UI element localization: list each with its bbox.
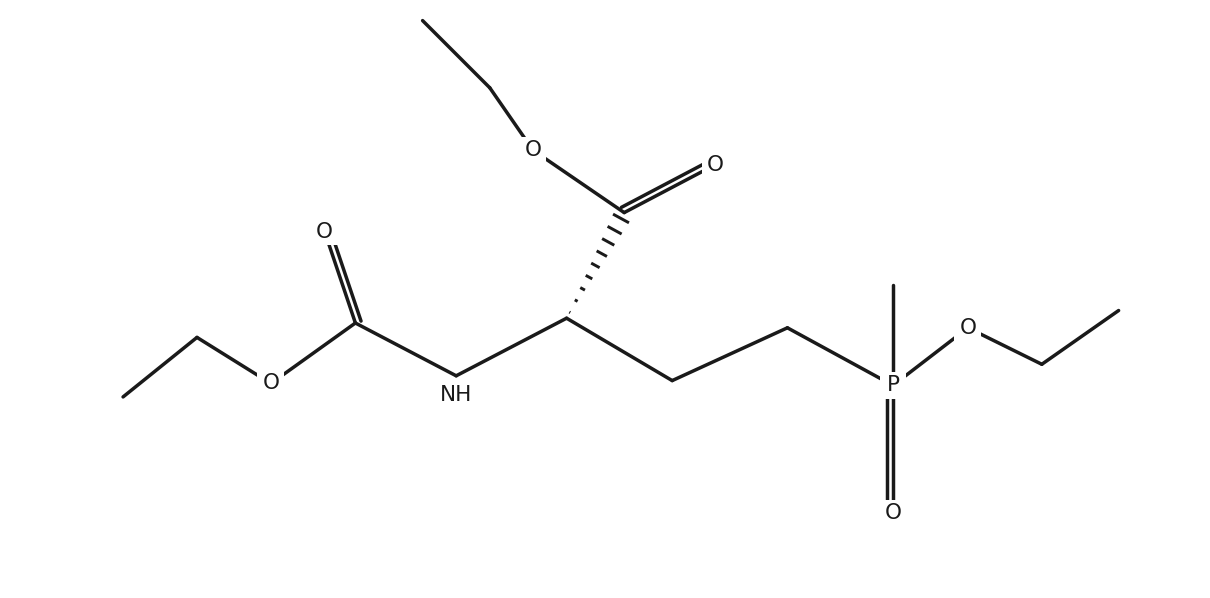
Bar (311, 218, 338, 245)
Bar (702, 151, 728, 178)
Bar (258, 370, 284, 397)
Bar (519, 137, 547, 164)
Text: P: P (887, 376, 899, 395)
Text: O: O (263, 374, 280, 393)
Text: O: O (885, 503, 901, 523)
Bar (437, 380, 476, 410)
Text: O: O (707, 155, 724, 175)
Text: NH: NH (440, 385, 472, 405)
Bar (955, 315, 981, 341)
Text: O: O (960, 318, 976, 338)
Bar (880, 500, 906, 526)
Text: O: O (316, 222, 333, 242)
Text: O: O (524, 140, 542, 160)
Bar (880, 372, 906, 399)
